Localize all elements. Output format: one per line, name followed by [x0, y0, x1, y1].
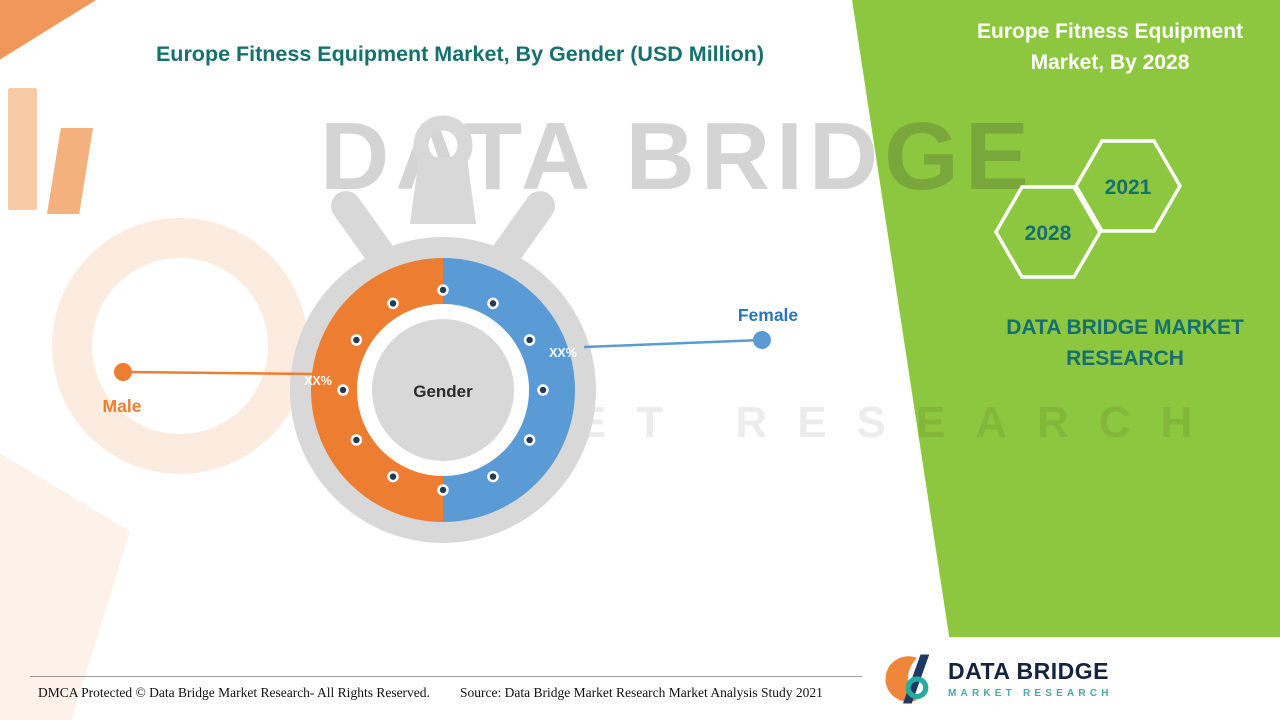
tick-dot	[387, 470, 399, 483]
tick-dot	[350, 334, 363, 346]
tick-dot	[437, 484, 449, 496]
logo-tagline: MARKET RESEARCH	[948, 688, 1113, 699]
side-panel-title-line1: Europe Fitness Equipment	[976, 20, 1244, 43]
dmca-notice: DMCA Protected © Data Bridge Market Rese…	[38, 685, 430, 700]
logo-text-block: DATA BRIDGE MARKET RESEARCH	[948, 658, 1113, 699]
female-value-label: XX%	[549, 346, 577, 360]
female-leader-dot	[753, 331, 771, 349]
brand-line1: DATA BRIDGE MARKET	[1006, 316, 1244, 339]
tick-dot	[437, 284, 449, 296]
female-leader-line	[583, 338, 763, 349]
female-callout-label: Female	[738, 305, 799, 325]
hexagon-2021-label: 2021	[1105, 176, 1152, 199]
male-leader-dot	[114, 363, 132, 381]
male-leader-line	[122, 370, 317, 376]
logo-watermark-bar	[8, 88, 37, 210]
tick-dot	[537, 384, 549, 396]
source-note: Source: Data Bridge Market Research Mark…	[460, 685, 823, 700]
tick-dot	[387, 297, 399, 310]
tick-dot	[337, 384, 349, 396]
hexagon-2021	[1073, 139, 1183, 233]
footer-divider	[30, 676, 862, 677]
tick-dot	[487, 297, 499, 310]
donut-center-label: Gender	[413, 382, 473, 401]
tick-dot	[350, 434, 363, 446]
logo-name: DATA BRIDGE	[948, 658, 1109, 684]
tick-dot	[523, 334, 536, 346]
male-callout-label: Male	[103, 396, 142, 416]
brand-text: DATA BRIDGE MARKET RESEARCH	[955, 312, 1280, 374]
logo-teal-bowl	[905, 675, 929, 699]
tick-dot	[523, 434, 536, 446]
side-panel-title-line2: Market, By 2028	[1030, 51, 1190, 74]
tick-dots	[337, 284, 549, 496]
donut-center-disc	[372, 319, 514, 461]
segment-male	[311, 258, 444, 522]
segment-female	[442, 258, 575, 522]
chart-title: Europe Fitness Equipment Market, By Gend…	[155, 42, 765, 66]
tick-dot	[487, 470, 499, 483]
hexagon-2028	[993, 185, 1103, 279]
side-panel-title: Europe Fitness Equipment Market, By 2028	[945, 16, 1275, 78]
hexagon-2028-label: 2028	[1025, 222, 1072, 245]
data-bridge-logo-icon	[885, 654, 930, 703]
stopwatch-neck	[410, 157, 476, 224]
male-value-label: XX%	[304, 374, 332, 388]
company-logo-card: DATA BRIDGE MARKET RESEARCH	[868, 637, 1280, 720]
brand-line2: RESEARCH	[1066, 347, 1184, 370]
